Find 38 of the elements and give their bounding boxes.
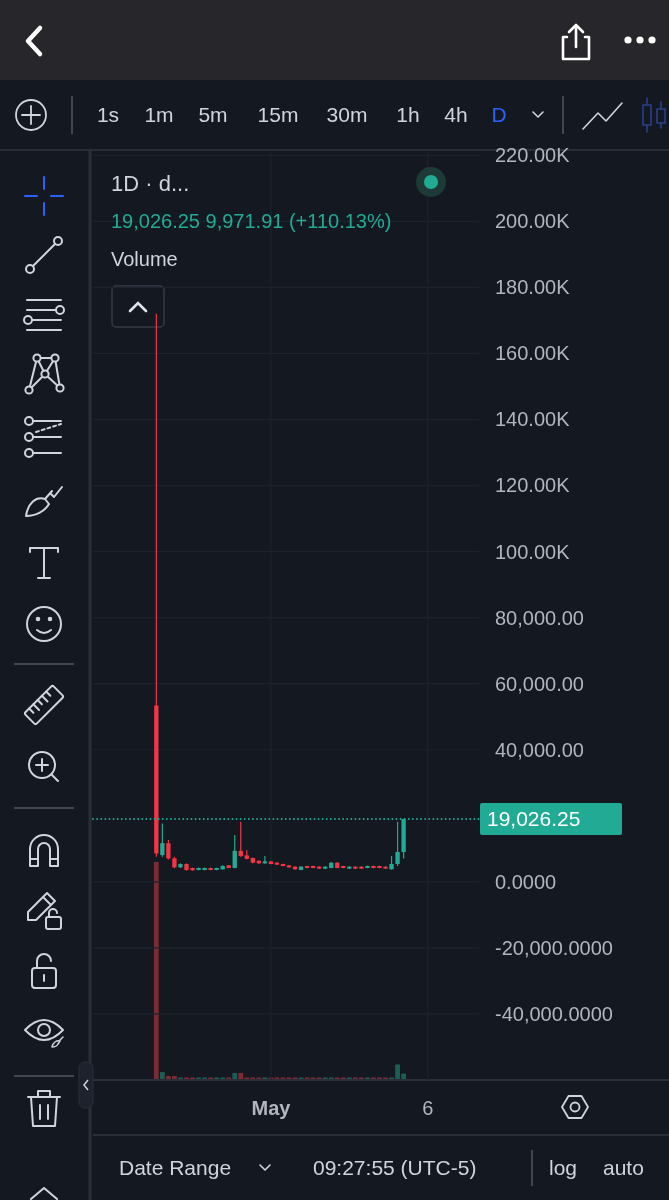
text: 4h [444, 103, 468, 127]
text: 5m [198, 103, 228, 127]
text: D [491, 103, 507, 127]
y-tick-label: 100.00K [495, 540, 571, 563]
text: log [549, 1156, 578, 1180]
bar [159, 1072, 165, 1079]
y-tick-label: -40,000.0000 [495, 1002, 613, 1025]
y-tick-label: 140.00K [495, 408, 571, 431]
candlestick [166, 839, 171, 860]
y-tick-label: 200.00K [495, 210, 571, 233]
candlestick [395, 821, 400, 867]
bar [153, 862, 159, 1079]
y-tick-label: 120.00K [495, 474, 571, 497]
text: 1s [96, 103, 120, 127]
text: 1m [144, 103, 174, 127]
candlestick [232, 834, 237, 869]
text: 09:27:55 (UTC-5) [313, 1156, 477, 1180]
candlestick [160, 822, 165, 858]
y-tick-label: -20,000.0000 [495, 936, 613, 959]
text: 30m [326, 103, 368, 127]
y-tick-label: 180.00K [495, 276, 571, 299]
chart-title: Volume [111, 248, 178, 270]
text: auto [603, 1156, 644, 1180]
ref-line-label: 19,026.25 [487, 807, 581, 831]
x-tick-label: May [251, 1097, 292, 1119]
x-tick-label: 6 [422, 1097, 434, 1119]
text: 15m [257, 103, 299, 127]
y-tick-label: 80,000.00 [495, 606, 584, 629]
text: Date Range [119, 1156, 232, 1180]
annotation: 1D · d... [111, 170, 190, 196]
y-tick-label: 0.0000 [495, 870, 557, 893]
y-tick-label: 60,000.00 [495, 672, 584, 695]
y-tick-label: 40,000.00 [495, 738, 584, 761]
bar [232, 1072, 238, 1079]
y-tick-label: 220.00K [495, 144, 571, 167]
y-tick-label: 160.00K [495, 342, 571, 365]
annotation: 19,026.25 9,971.91 (+110.13%) [111, 210, 392, 232]
text: 1h [396, 103, 420, 127]
